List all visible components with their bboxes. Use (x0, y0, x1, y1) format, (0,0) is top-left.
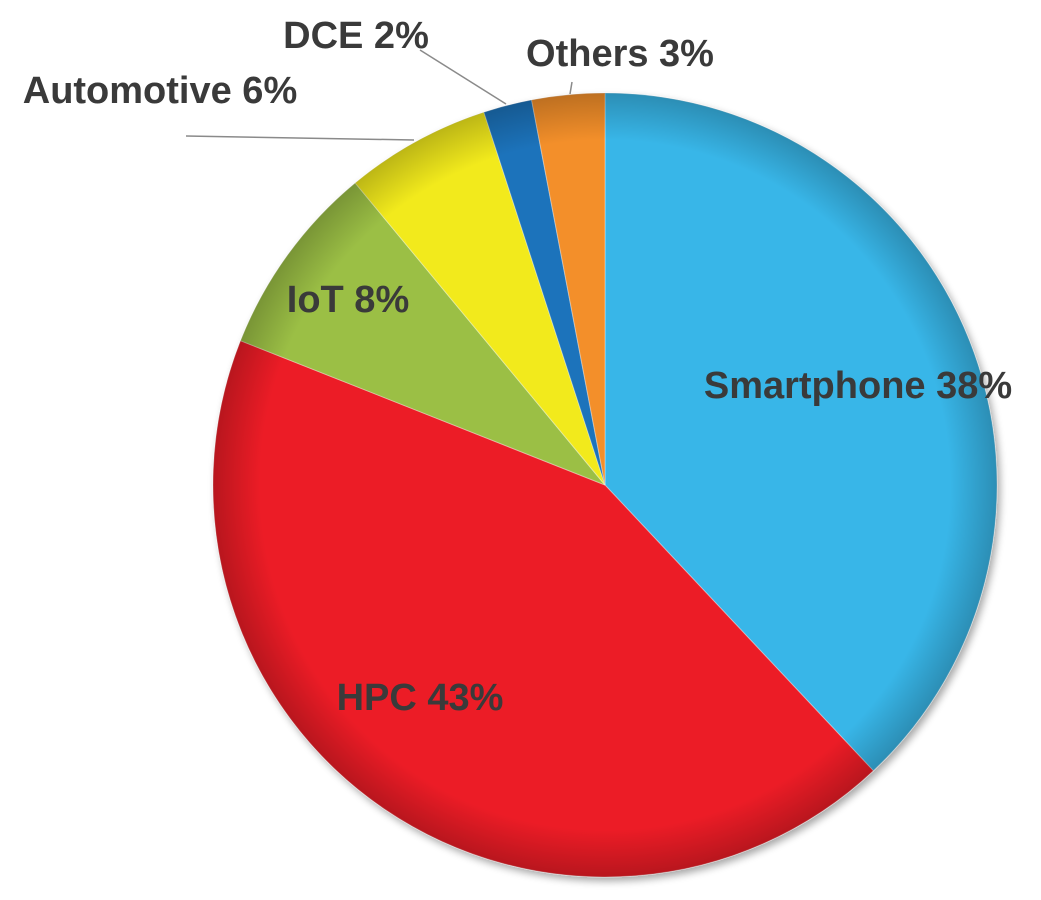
slice-label-smartphone: Smartphone 38% (704, 365, 1012, 407)
leader-line-dce (419, 49, 507, 105)
leader-line-others (569, 81, 573, 95)
slice-labels: Smartphone 38% HPC 43% IoT 8% Automotive 6%… (23, 15, 1012, 719)
leader-lines (185, 49, 573, 141)
slice-label-dce: DCE 2% (283, 15, 429, 57)
slice-label-hpc: HPC 43% (337, 677, 504, 719)
slice-label-automotive: Automotive 6% (23, 70, 297, 112)
pie-slices (212, 92, 998, 878)
slice-label-others: Others 3% (526, 33, 714, 75)
leader-line-automotive (185, 135, 415, 141)
slice-label-iot: IoT 8% (287, 279, 409, 321)
